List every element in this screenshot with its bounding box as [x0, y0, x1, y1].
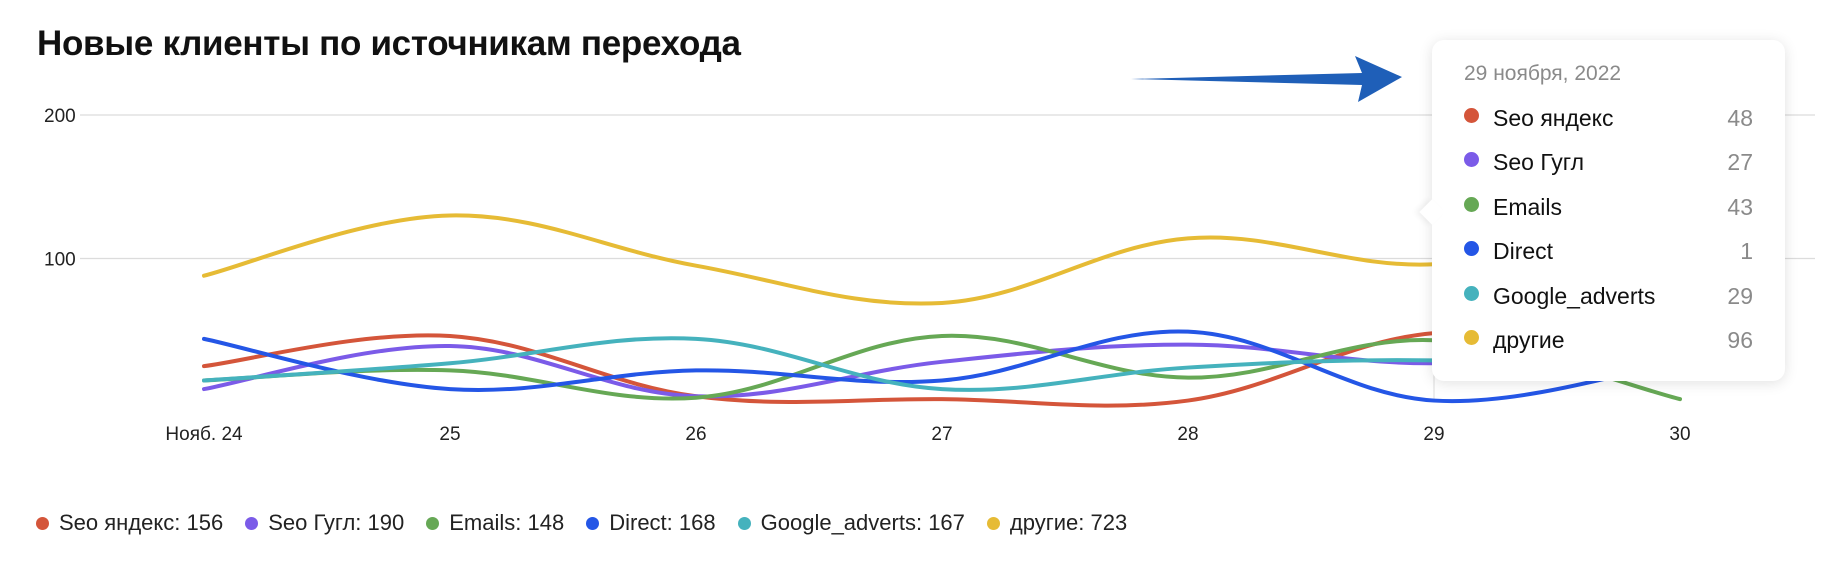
legend-total: 167	[928, 510, 965, 535]
legend-dot-icon	[245, 516, 259, 530]
tooltip-label: Seo яндекс	[1493, 104, 1614, 131]
legend-label: Google_adverts	[760, 510, 916, 535]
x-tick-label: 25	[439, 424, 460, 445]
legend-item[interactable]: Seo яндекс: 156	[36, 510, 223, 536]
y-tick-label: 100	[44, 250, 76, 271]
tooltip-date: 29 ноября, 2022	[1464, 62, 1622, 85]
tooltip-row: Emails 43	[1464, 185, 1753, 230]
legend-separator: :	[355, 510, 368, 535]
arrow-icon	[1131, 56, 1402, 102]
series-line-direct	[202, 329, 1682, 404]
series-dot-icon	[1464, 196, 1479, 212]
legend-dot-icon	[426, 516, 440, 530]
tooltip-label: другие	[1493, 327, 1565, 354]
legend-label: Seo яндекс	[59, 510, 175, 535]
x-tick-label: 30	[1669, 424, 1690, 445]
tooltip-row: Google_adverts 29	[1464, 274, 1753, 319]
legend-separator: :	[515, 510, 528, 535]
tooltip-value: 43	[1727, 193, 1753, 220]
legend-label: Emails	[449, 510, 516, 535]
tooltip: 29 ноября, 2022 Seo яндекс 48 Seo Гугл 2…	[1432, 40, 1785, 381]
tooltip-row: другие 96	[1464, 319, 1753, 364]
tooltip-row: Direct 1	[1464, 230, 1753, 275]
legend-total: 156	[186, 510, 224, 535]
legend-total: 148	[527, 510, 565, 535]
x-tick-label: 27	[931, 424, 952, 445]
tooltip-value: 48	[1727, 104, 1753, 131]
tooltip-value: 27	[1727, 149, 1753, 176]
tooltip-row: Seo Гугл 27	[1464, 141, 1753, 186]
legend-item[interactable]: Direct: 168	[586, 510, 716, 536]
legend-label: Direct	[609, 510, 667, 535]
legend-separator: :	[1078, 510, 1091, 535]
legend-item[interactable]: Google_adverts: 167	[737, 510, 965, 536]
legend-total: 723	[1090, 510, 1128, 535]
tooltip-label: Google_adverts	[1493, 282, 1656, 309]
legend-dot-icon	[36, 516, 49, 530]
legend-item[interactable]: другие: 723	[986, 510, 1128, 536]
tooltip-value: 1	[1740, 238, 1753, 265]
x-tick-label: 29	[1423, 424, 1444, 445]
legend-separator: :	[915, 510, 929, 535]
tooltip-value: 29	[1727, 282, 1753, 309]
legend-separator: :	[666, 510, 679, 535]
tooltip-label: Seo Гугл	[1493, 149, 1585, 176]
legend-label: другие	[1009, 510, 1079, 535]
y-tick-label: 200	[44, 106, 76, 127]
legend-dot-icon	[737, 516, 751, 530]
tooltip-value: 96	[1727, 327, 1753, 354]
chart-title: Новые клиенты по источникам перехода	[37, 24, 741, 63]
series-dot-icon	[1464, 285, 1479, 301]
x-tick-label: 26	[685, 424, 706, 445]
legend-total: 190	[367, 510, 405, 535]
tooltip-label: Emails	[1493, 193, 1563, 220]
legend-dot-icon	[586, 516, 600, 530]
tooltip-label: Direct	[1493, 238, 1554, 265]
x-tick-label: 28	[1177, 424, 1198, 445]
legend-item[interactable]: Seo Гугл: 190	[245, 510, 404, 536]
x-tick-label: Нояб. 24	[165, 424, 243, 445]
series-dot-icon	[1464, 241, 1479, 257]
legend-separator: :	[174, 510, 187, 535]
legend-label: Seo Гугл	[268, 510, 356, 535]
series-dot-icon	[1464, 330, 1479, 346]
legend-total: 168	[678, 510, 716, 535]
legend: Seo яндекс: 156 Seo Гугл: 190 Emails: 14…	[36, 510, 1149, 536]
series-dot-icon	[1464, 152, 1479, 168]
series-dot-icon	[1464, 107, 1479, 123]
tooltip-row: Seo яндекс 48	[1464, 96, 1753, 141]
legend-dot-icon	[986, 516, 1000, 530]
legend-item[interactable]: Emails: 148	[426, 510, 564, 536]
